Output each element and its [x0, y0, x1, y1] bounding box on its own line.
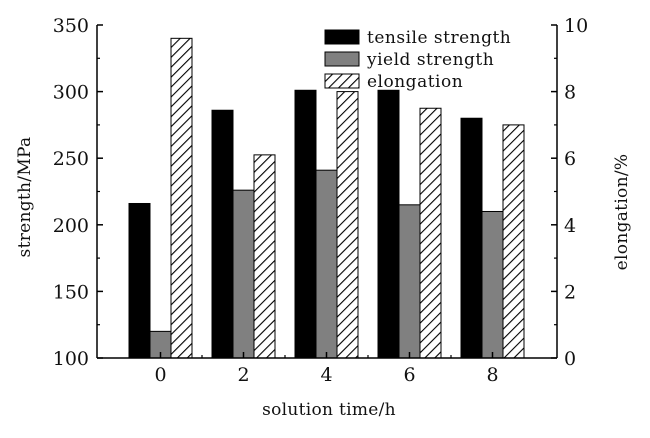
x-tick-label: 6 [403, 364, 415, 386]
y-right-tick-label: 8 [564, 82, 576, 104]
x-tick-label: 2 [237, 364, 249, 386]
bar-tensile-strength-8 [460, 117, 483, 359]
y-left-tick-label: 100 [53, 348, 89, 370]
y-axis-title-right: elongation/% [612, 154, 632, 271]
bar-yield-strength-4 [315, 169, 338, 359]
legend-swatch-elongation [324, 73, 360, 89]
legend-swatch-yield-strength [324, 51, 360, 67]
bar-tensile-strength-0 [128, 202, 151, 359]
legend-label-elongation: elongation [367, 72, 463, 92]
bar-tensile-strength-2 [211, 109, 234, 359]
bar-yield-strength-8 [481, 210, 504, 359]
bar-elongation-0 [170, 37, 193, 359]
y-axis-title-left: strength/MPa [15, 137, 35, 258]
y-right-tick-label: 10 [564, 15, 588, 37]
legend-label-tensile-strength: tensile strength [367, 28, 511, 48]
x-tick-label: 8 [486, 364, 498, 386]
bar-elongation-2 [253, 154, 276, 359]
x-tick-label: 0 [154, 364, 166, 386]
bar-yield-strength-2 [232, 189, 255, 359]
x-tick-label: 4 [320, 364, 332, 386]
y-right-tick-label: 4 [564, 215, 576, 237]
y-right-tick-label: 6 [564, 148, 576, 170]
y-left-tick-label: 200 [53, 215, 89, 237]
bar-tensile-strength-4 [294, 89, 317, 359]
bar-yield-strength-6 [398, 204, 421, 359]
x-axis-title: solution time/h [262, 400, 396, 420]
bars-layer [128, 37, 525, 359]
y-right-tick-label: 0 [564, 348, 576, 370]
bar-elongation-4 [336, 91, 359, 359]
y-left-tick-label: 350 [53, 15, 89, 37]
y-right-tick-label: 2 [564, 281, 576, 303]
y-left-tick-label: 250 [53, 148, 89, 170]
y-left-tick-label: 300 [53, 82, 89, 104]
legend-label-yield-strength: yield strength [366, 50, 494, 70]
legend-swatch-tensile-strength [324, 29, 360, 45]
bar-elongation-8 [502, 124, 525, 359]
bar-tensile-strength-6 [377, 89, 400, 359]
bar-elongation-6 [419, 107, 442, 359]
y-left-tick-label: 150 [53, 281, 89, 303]
